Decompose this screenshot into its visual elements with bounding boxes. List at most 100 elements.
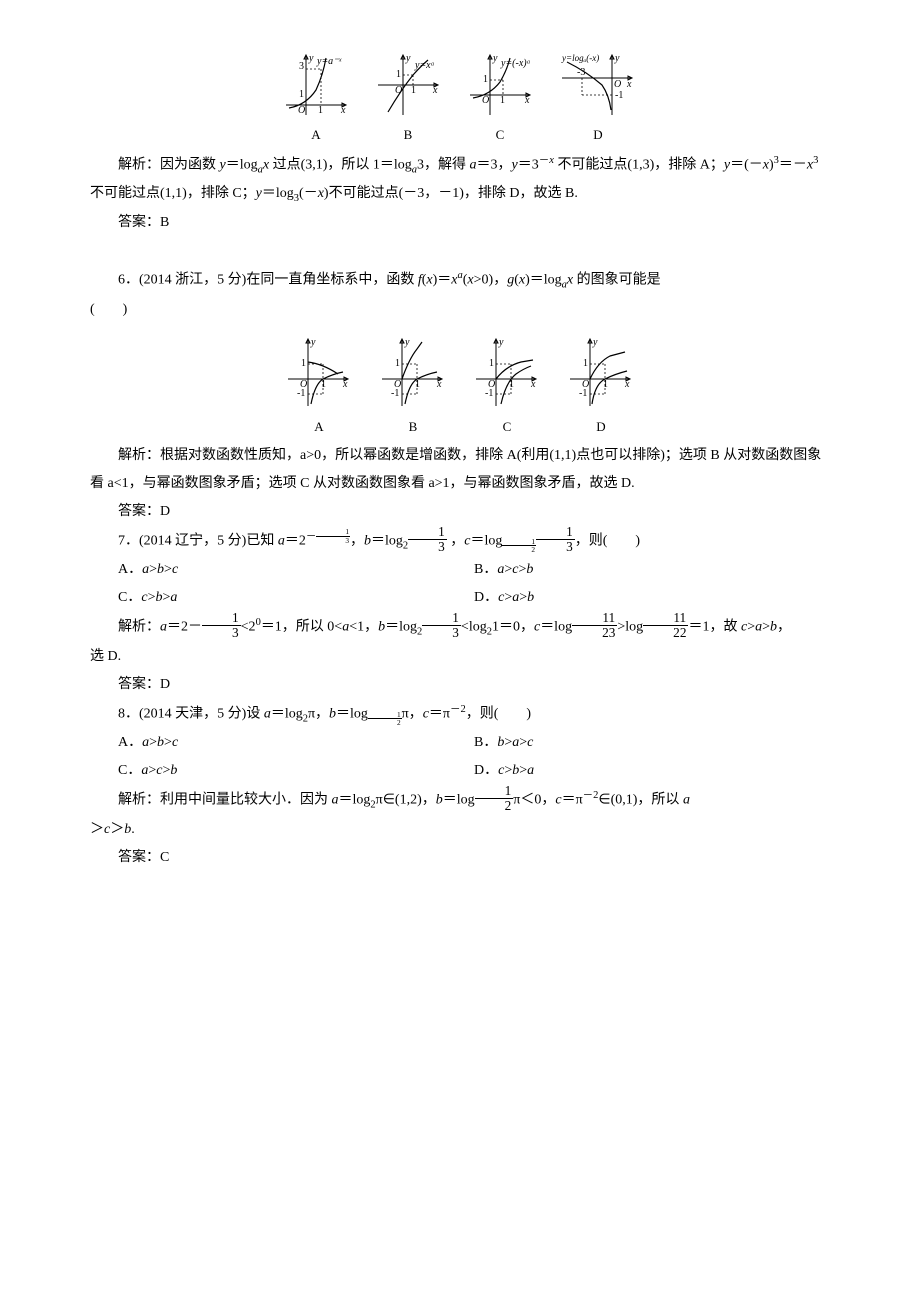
svg-text:O: O	[395, 85, 402, 96]
svg-text:x: x	[626, 79, 632, 90]
q6-stem: 6．(2014 浙江，5 分)在同一直角坐标系中，函数 f(x)＝xa(x>0)…	[90, 265, 830, 295]
svg-text:x: x	[524, 95, 530, 106]
svg-text:y=a⁻ˣ: y=a⁻ˣ	[316, 56, 342, 67]
fig-label: D	[596, 414, 605, 440]
svg-text:-3: -3	[577, 67, 585, 78]
answer-label: 答案：	[118, 215, 160, 230]
svg-text:x: x	[342, 379, 348, 390]
svg-text:1: 1	[509, 379, 514, 390]
q5-fig-A: 3 1 O 1 x y y=a⁻ˣ A	[281, 50, 351, 148]
svg-text:y: y	[614, 53, 620, 64]
fig-label: C	[503, 414, 512, 440]
svg-text:y: y	[498, 337, 504, 348]
q6-paren: ( )	[90, 296, 830, 324]
svg-text:1: 1	[318, 105, 323, 116]
svg-text:1: 1	[415, 379, 420, 390]
svg-text:y=logₐ(-x): y=logₐ(-x)	[561, 53, 599, 63]
q5-analysis: 解析：因为函数 y＝logax 过点(3,1)，所以 1＝loga3，解得 a＝…	[90, 150, 830, 209]
q5-figures: 31 O1xy y=a⁻ˣ A 1O1xy y=xᵃ B 1O1xy y=(-x…	[90, 50, 830, 148]
q7-options: A．a>b>c B．a>c>b C．c>b>a D．c>a>b	[118, 556, 830, 612]
svg-text:-1: -1	[391, 388, 399, 399]
analysis-label: 解析：	[118, 793, 160, 808]
svg-text:y: y	[592, 337, 598, 348]
svg-text:O: O	[482, 95, 489, 106]
svg-text:x: x	[340, 105, 346, 116]
analysis-label: 解析：	[118, 158, 160, 173]
q5-fig-D: -3Oxy -1 y=logₐ(-x) D	[557, 50, 639, 148]
q8-opt-C: C．a>c>b	[118, 757, 474, 785]
analysis-label: 解析：	[118, 448, 160, 463]
svg-text:1: 1	[483, 74, 488, 85]
svg-text:1: 1	[396, 69, 401, 80]
svg-text:1: 1	[395, 358, 400, 369]
svg-text:y: y	[310, 337, 316, 348]
q7-opt-B: B．a>c>b	[474, 556, 830, 584]
answer-label: 答案：	[118, 850, 160, 865]
q8-opt-A: A．a>b>c	[118, 729, 474, 757]
q8-stem: 8．(2014 天津，5 分)设 a＝log2π，b＝log12π，c＝π－2，…	[90, 699, 830, 729]
answer-label: 答案：	[118, 677, 160, 692]
q8-answer: 答案：C	[90, 844, 830, 872]
q7-analysis: 解析：a＝2－13<20＝1，所以 0<a<1，b＝log213<log21＝0…	[90, 612, 830, 642]
svg-text:3: 3	[299, 61, 304, 72]
svg-text:x: x	[530, 379, 536, 390]
q7-opt-C: C．c>b>a	[118, 584, 474, 612]
fig-label: B	[409, 414, 418, 440]
q6-analysis: 解析：根据对数函数性质知，a>0，所以幂函数是增函数，排除 A(利用(1,1)点…	[90, 442, 830, 498]
q5-fig-B: 1O1xy y=xᵃ B	[373, 50, 443, 148]
svg-text:1: 1	[489, 358, 494, 369]
svg-text:x: x	[432, 85, 438, 96]
q8-options: A．a>b>c B．b>a>c C．a>c>b D．c>b>a	[118, 729, 830, 785]
q7-opt-D: D．c>a>b	[474, 584, 830, 612]
svg-text:1: 1	[603, 379, 608, 390]
answer-label: 答案：	[118, 504, 160, 519]
svg-text:1: 1	[299, 89, 304, 100]
answer-value: C	[160, 850, 169, 865]
q7-stem: 7．(2014 辽宁，5 分)已知 a＝2－13，b＝log213 ，c＝log…	[90, 526, 830, 556]
fig-label: A	[314, 414, 323, 440]
q7-opt-A: A．a>b>c	[118, 556, 474, 584]
svg-text:y=xᵃ: y=xᵃ	[414, 60, 435, 71]
analysis-text: 根据对数函数性质知，a>0，所以幂函数是增函数，排除 A(利用(1,1)点也可以…	[90, 448, 821, 491]
q5-answer: 答案：B	[90, 209, 830, 237]
svg-text:y=(-x)ᵃ: y=(-x)ᵃ	[500, 58, 531, 69]
svg-text:y: y	[404, 337, 410, 348]
q8-opt-D: D．c>b>a	[474, 757, 830, 785]
svg-text:-1: -1	[485, 388, 493, 399]
svg-text:y: y	[308, 53, 314, 64]
q5-fig-C: 1O1xy y=(-x)ᵃ C	[465, 50, 535, 148]
q6-fig-C: 1O1xy-1 C	[471, 334, 543, 440]
fig-label: D	[593, 122, 602, 148]
answer-value: D	[160, 677, 170, 692]
answer-value: B	[160, 215, 169, 230]
q6-figures: 1O1xy-1 A 1O1xy-1 B 1O1xy-1 C	[90, 334, 830, 440]
q7-answer: 答案：D	[90, 671, 830, 699]
analysis-label: 解析：	[118, 620, 160, 635]
stem-prefix: 6．(2014 浙江，5 分)	[118, 273, 246, 288]
svg-text:O: O	[298, 105, 305, 116]
svg-text:1: 1	[583, 358, 588, 369]
stem-prefix: 7．(2014 辽宁，5 分)	[118, 533, 246, 548]
svg-text:1: 1	[321, 379, 326, 390]
q8-analysis-tail: ＞c＞b.	[90, 816, 830, 844]
q8-analysis: 解析：利用中间量比较大小．因为 a＝log2π∈(1,2)，b＝log12π＜0…	[90, 785, 830, 815]
svg-text:O: O	[614, 79, 621, 90]
fig-label: C	[496, 122, 505, 148]
q6-fig-B: 1O1xy-1 B	[377, 334, 449, 440]
svg-text:1: 1	[301, 358, 306, 369]
answer-value: D	[160, 504, 170, 519]
svg-text:x: x	[624, 379, 630, 390]
svg-text:y: y	[492, 53, 498, 64]
svg-text:-1: -1	[297, 388, 305, 399]
svg-text:1: 1	[411, 85, 416, 96]
svg-text:-1: -1	[579, 388, 587, 399]
fig-label: B	[404, 122, 413, 148]
q6-answer: 答案：D	[90, 498, 830, 526]
q7-analysis-tail: 选 D.	[90, 643, 830, 671]
fig-label: A	[311, 122, 320, 148]
svg-text:y: y	[405, 53, 411, 64]
stem-prefix: 8．(2014 天津，5 分)	[118, 706, 246, 721]
svg-text:1: 1	[500, 95, 505, 106]
q6-fig-A: 1O1xy-1 A	[283, 334, 355, 440]
q8-opt-B: B．b>a>c	[474, 729, 830, 757]
